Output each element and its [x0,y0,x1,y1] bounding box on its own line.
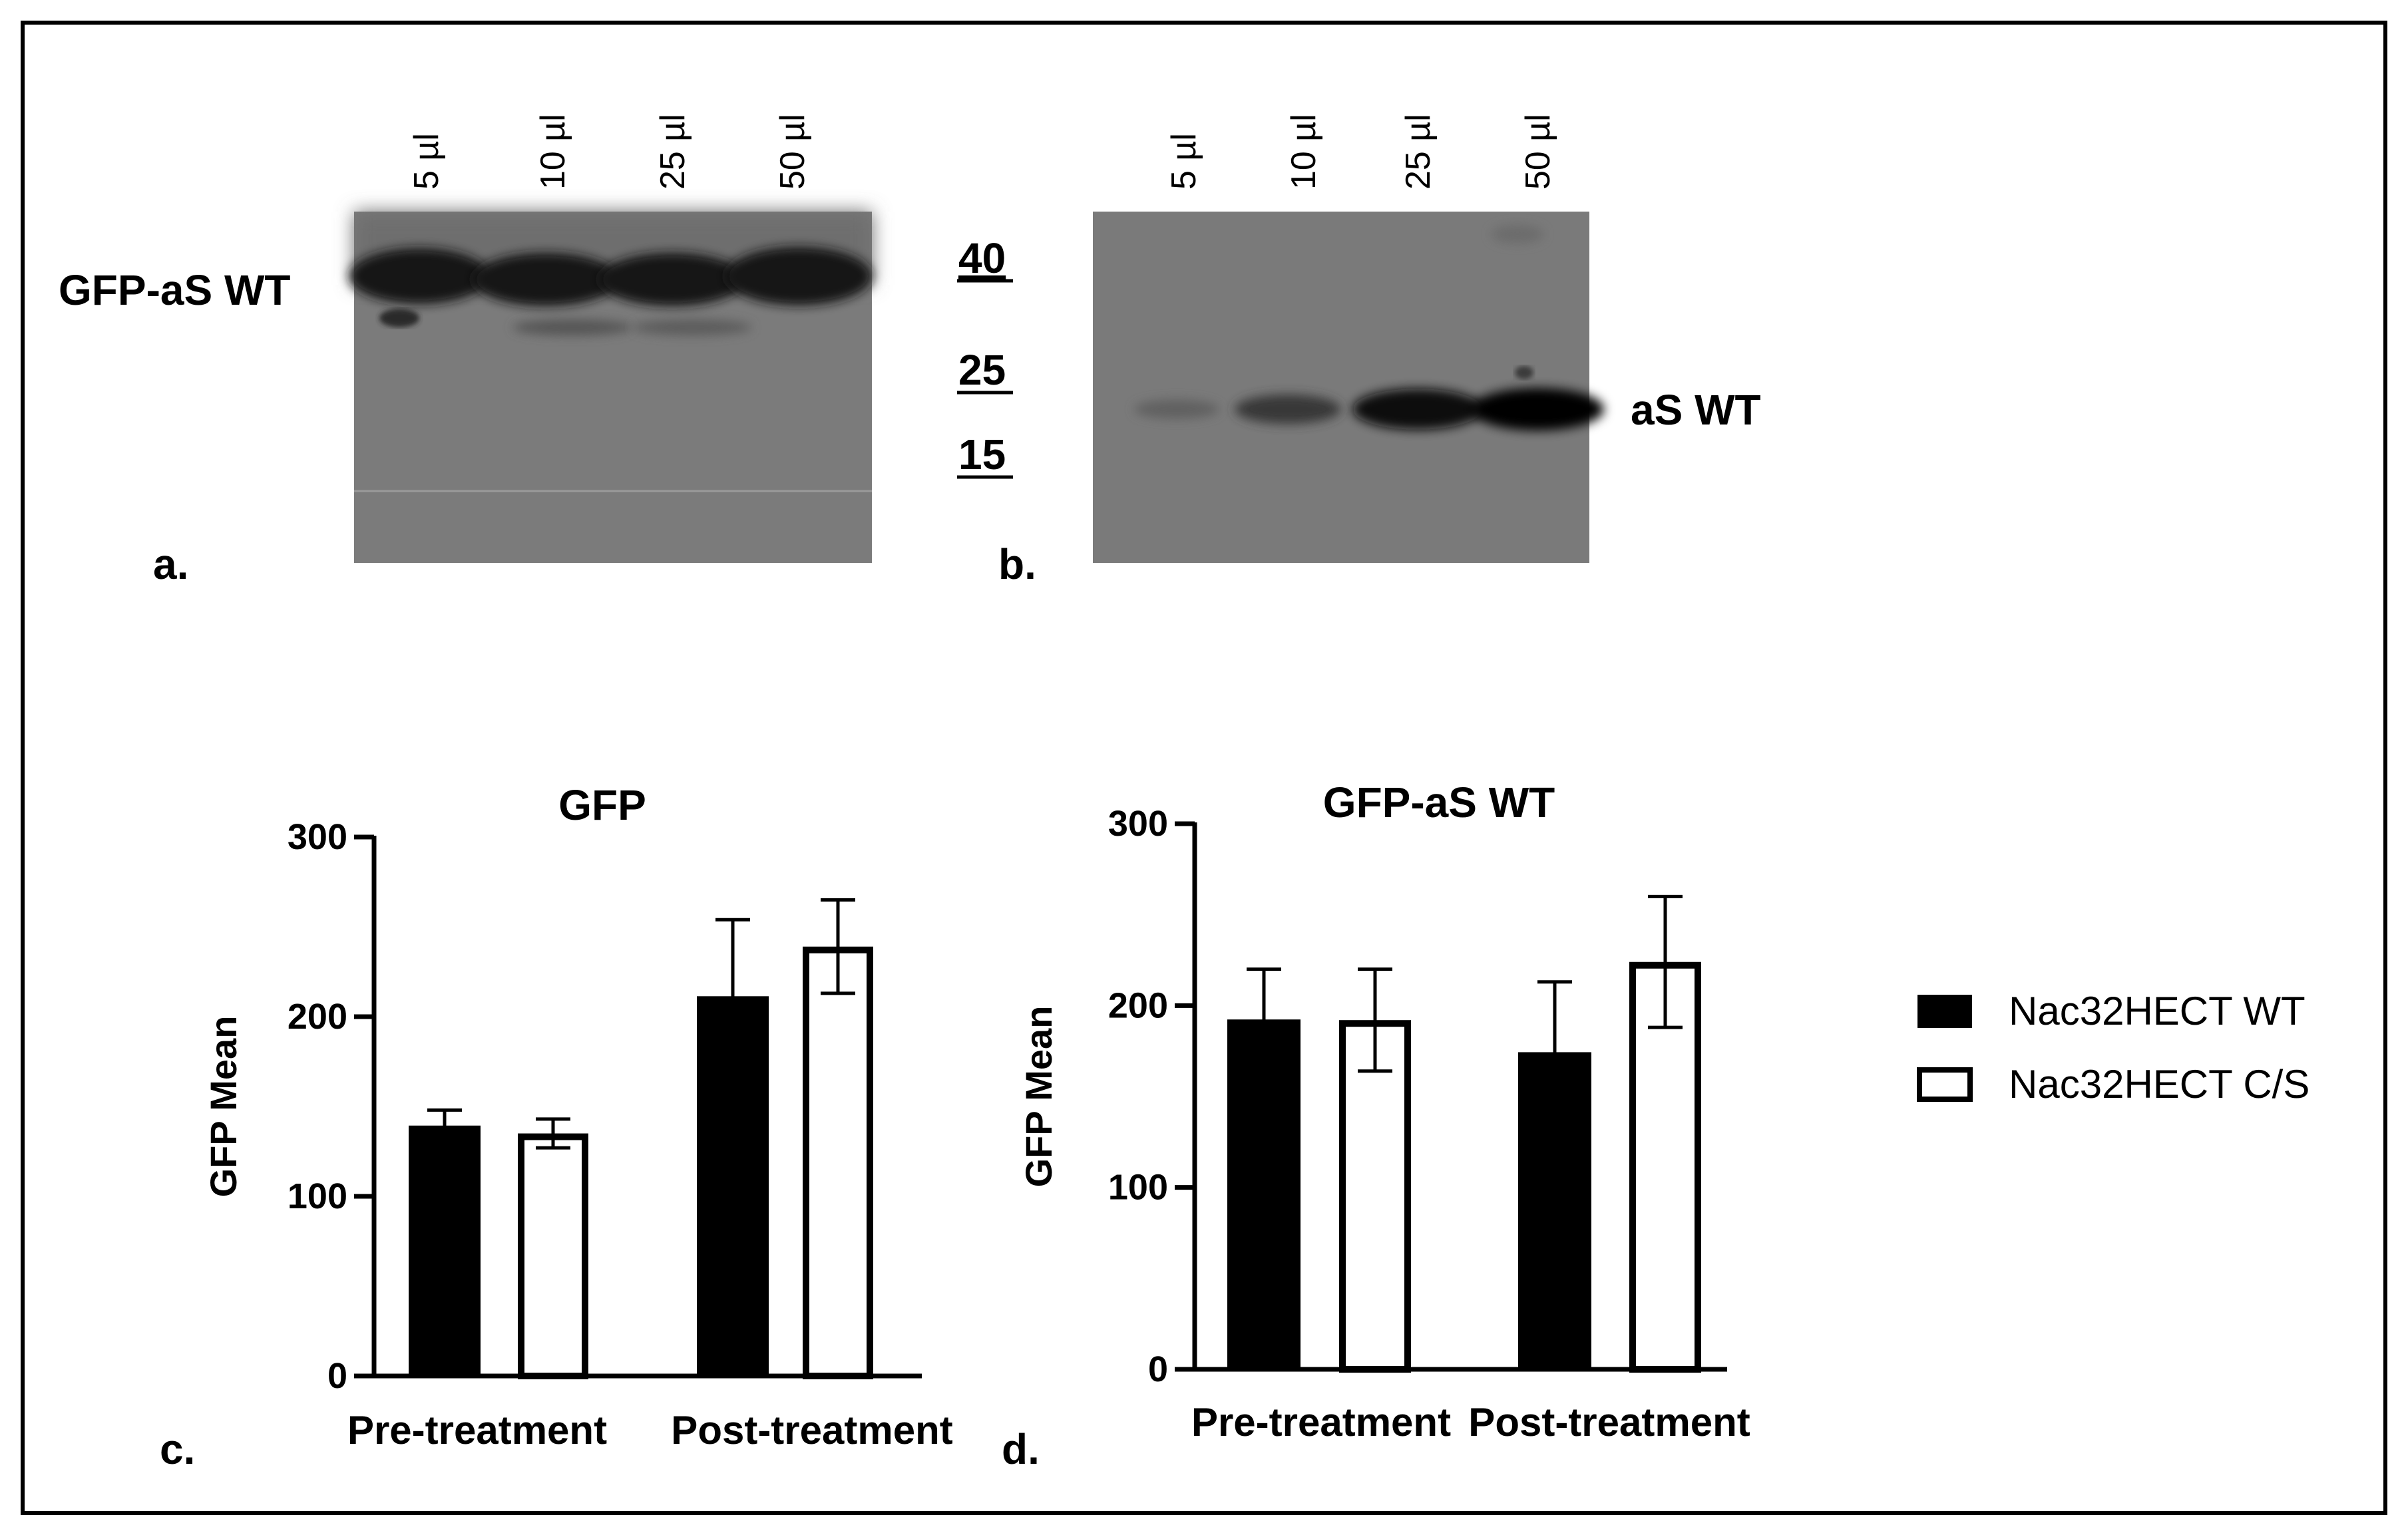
x-tick-label: Post-treatment [1468,1400,1750,1445]
chart-gfp: GFP GFP Mean 0 100 200 300 Pre-treatment Post… [160,781,953,1473]
chart-title: GFP [558,781,646,829]
bars [409,898,873,1379]
y-tick-label: 0 [1148,1349,1168,1389]
blot-b-band [1134,399,1219,419]
bar [518,1133,588,1379]
blot-a-band [473,253,619,306]
legend-swatch-wt [1917,995,1972,1028]
blot-a-band [725,247,872,305]
axes: 0 100 200 300 Pre-treatment Post-treatment [1108,804,1750,1445]
marker-25: 25 [958,346,1006,394]
bars [1227,894,1701,1373]
bar [1339,1020,1411,1373]
blot-b-band-label: aS WT [1631,386,1761,434]
blot-a-minor-band [379,309,419,327]
x-tick-label: Pre-treatment [1191,1400,1451,1445]
blot-a-lane-label: 25 µl [654,114,692,190]
blot-b-membrane [1093,212,1589,563]
panel-label-b: b. [998,540,1036,588]
bar [697,996,769,1377]
bar [1629,961,1701,1373]
blot-a-band [599,253,745,306]
y-tick-label: 0 [327,1356,347,1396]
legend-label-wt: Nac32HECT WT [2009,989,2306,1033]
blot-a: 5 µl 10 µl 25 µl 50 µl GFP-aS WT a. [59,114,872,588]
blot-b-lane-label: 25 µl [1399,114,1438,190]
blot-a-band-label: GFP-aS WT [59,266,290,314]
panel-label-a: a. [153,540,188,588]
blot-a-lane-label: 50 µl [773,114,812,190]
blot-a-lane-label: 10 µl [534,114,572,190]
chart-title: GFP-aS WT [1323,778,1555,826]
blot-b-band [1471,388,1604,430]
blot-b-lane-label: 10 µl [1285,114,1323,190]
x-tick-label: Post-treatment [671,1408,952,1452]
blot-b-band [1352,389,1483,430]
y-tick-label: 300 [288,817,347,857]
panel-label-c: c. [160,1425,195,1473]
blot-b: 5 µl 10 µl 25 µl 50 µl 40 25 15 aS WT b. [957,114,1761,588]
blot-b-smudge [1491,225,1544,244]
y-tick-label: 200 [1108,985,1168,1025]
y-tick-label: 300 [1108,804,1168,844]
blot-b-band [1235,394,1341,425]
legend-swatch-cs [1917,1067,1973,1102]
y-tick-label: 100 [288,1176,347,1216]
y-axis-label: GFP Mean [1018,1006,1060,1188]
blot-a-lane-label: 5 µl [407,133,446,190]
bar [1227,1019,1301,1370]
y-tick-label: 100 [1108,1168,1168,1208]
legend: Nac32HECT WT Nac32HECT C/S [1917,989,2309,1107]
bar [803,946,873,1379]
blot-a-minor-band [632,319,752,335]
blot-b-bands [1134,388,1604,430]
marker-40: 40 [958,234,1006,282]
y-axis-label: GFP Mean [202,1016,244,1198]
panel-label-d: d. [1002,1425,1040,1473]
bar [409,1125,481,1377]
marker-15: 15 [958,430,1006,478]
bar [1518,1052,1591,1371]
chart-gfp-as-wt: GFP-aS WT GFP Mean 0 100 200 300 Pre-treatme… [1002,778,1750,1473]
blot-b-lane-label: 5 µl [1165,133,1203,190]
legend-label-cs: Nac32HECT C/S [2009,1062,2309,1107]
blot-b-speck [1515,366,1533,379]
x-tick-label: Pre-treatment [347,1408,607,1452]
blot-a-minor-band [512,319,632,335]
blot-b-lane-label: 50 µl [1519,114,1557,190]
blot-a-band [349,248,489,304]
y-tick-label: 200 [288,997,347,1037]
